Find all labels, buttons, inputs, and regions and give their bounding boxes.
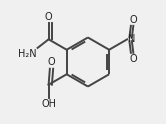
Text: OH: OH <box>41 99 56 109</box>
Text: O: O <box>45 12 52 22</box>
Text: H₂N: H₂N <box>18 48 37 59</box>
Text: O: O <box>129 54 137 64</box>
Text: N: N <box>128 34 135 44</box>
Text: O: O <box>47 57 55 67</box>
Text: O: O <box>129 15 137 25</box>
